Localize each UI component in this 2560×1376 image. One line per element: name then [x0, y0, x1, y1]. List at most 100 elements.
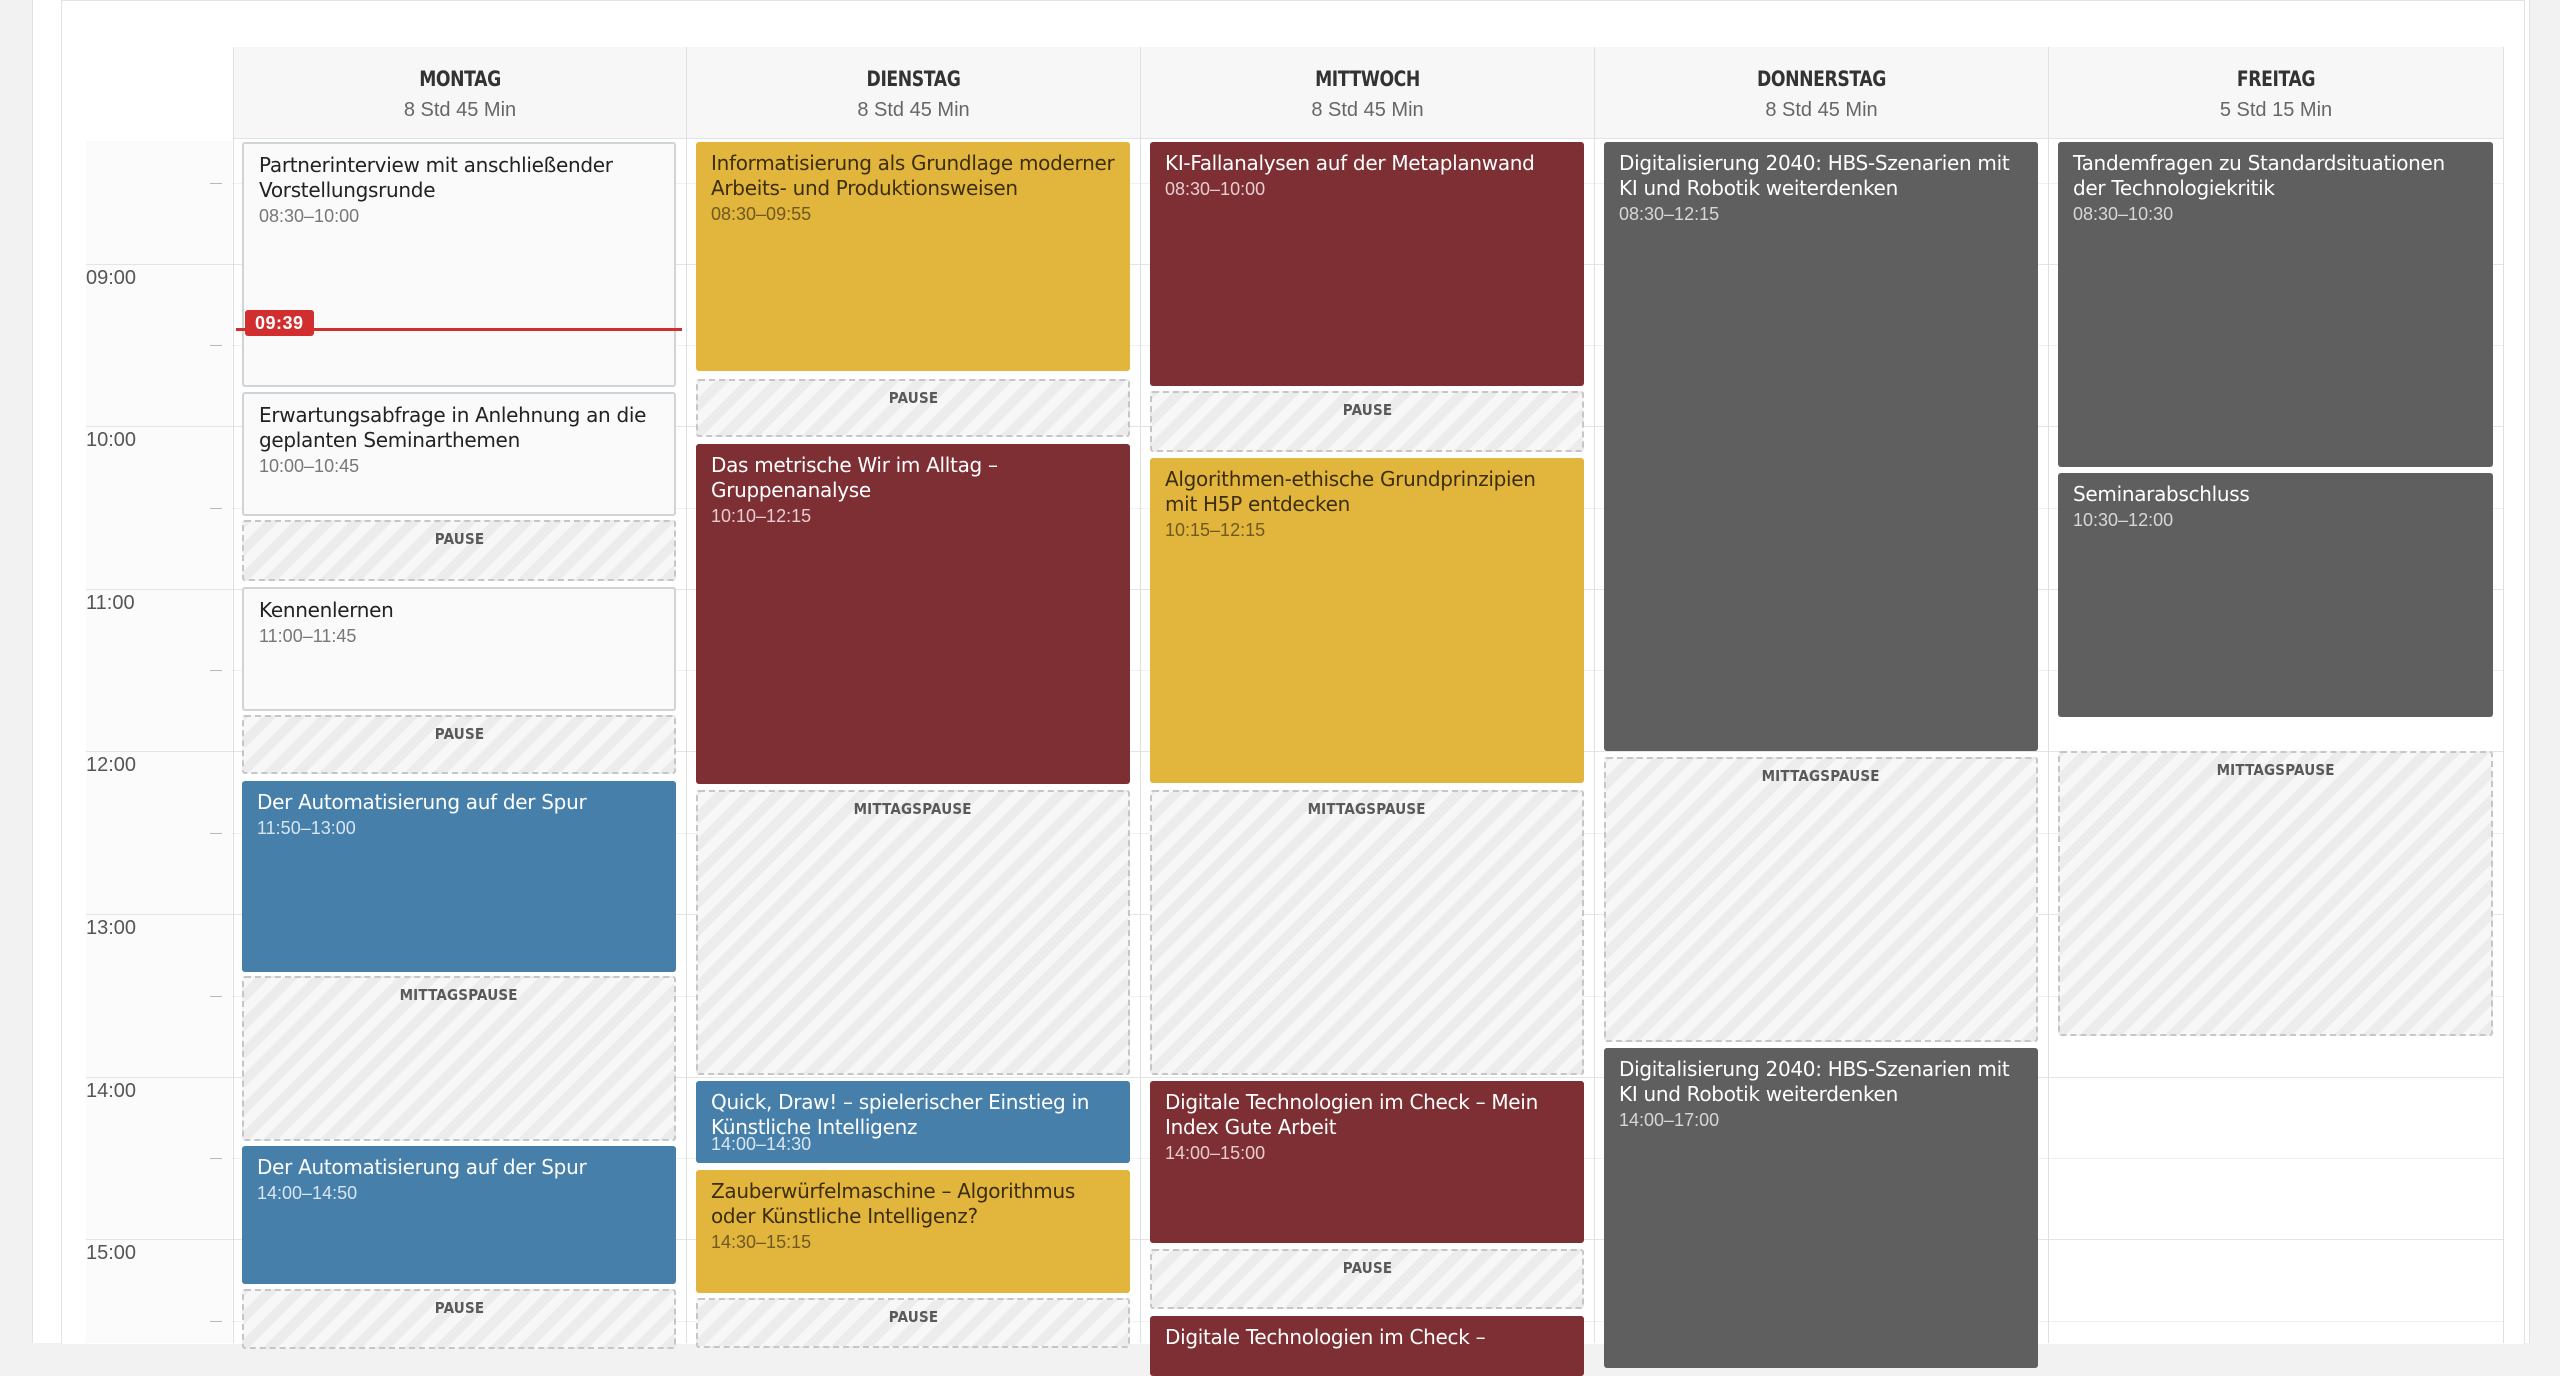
event-zauberwuerfelmaschine[interactable]: Zauberwürfelmaschine – Algorithmus oder … — [696, 1170, 1130, 1293]
time-label-1100: 11:00 — [86, 592, 135, 614]
event-title: Informatisierung als Grundlage moderner … — [711, 151, 1115, 200]
pause-label: PAUSE — [434, 1299, 484, 1317]
time-label-1200: 12:00 — [86, 754, 137, 776]
event-title: KI-Fallanalysen auf der Metaplanwand — [1165, 151, 1535, 175]
lunch-break-label: MITTAGSPAUSE — [1761, 767, 1881, 785]
pause-block: PAUSE — [696, 379, 1130, 437]
event-time: 14:00–15:00 — [1165, 1143, 1266, 1163]
event-kennenlernen[interactable]: Kennenlernen 11:00–11:45 — [242, 587, 676, 711]
day-total-duration: 8 Std 45 Min — [1311, 99, 1424, 121]
day-name: DIENSTAG — [866, 67, 961, 91]
day-header-mittwoch[interactable]: MITTWOCH 8 Std 45 Min — [1141, 47, 1595, 139]
lunch-break-label: MITTAGSPAUSE — [2216, 761, 2335, 779]
pause-label: PAUSE — [434, 725, 484, 743]
event-seminarabschluss[interactable]: Seminarabschluss 10:30–12:00 — [2058, 473, 2493, 717]
lunch-break-block: MITTAGSPAUSE — [696, 790, 1130, 1075]
half-hour-tick — [210, 1158, 222, 1159]
pause-label: PAUSE — [1342, 1259, 1392, 1277]
event-digitalisierung-2040-1[interactable]: Digitalisierung 2040: HBS-Szenarien mit … — [1604, 142, 2038, 751]
event-time: 10:10–12:15 — [711, 506, 812, 526]
half-hour-tick — [210, 345, 222, 346]
day-header-donnerstag[interactable]: DONNERSTAG 8 Std 45 Min — [1595, 47, 2049, 139]
pause-block: PAUSE — [242, 1289, 676, 1349]
day-header-freitag[interactable]: FREITAG 5 Std 15 Min — [2049, 47, 2504, 139]
time-label-1000: 10:00 — [86, 429, 137, 451]
pause-block: PAUSE — [1150, 391, 1584, 452]
event-title: Quick, Draw! – spielerischer Einstieg in… — [711, 1090, 1090, 1139]
current-time-line — [236, 328, 682, 331]
day-name: DONNERSTAG — [1757, 67, 1886, 91]
lunch-break-label: MITTAGSPAUSE — [853, 800, 973, 818]
column-divider — [1594, 47, 1595, 1343]
event-ki-fallanalysen[interactable]: KI-Fallanalysen auf der Metaplanwand 08:… — [1150, 142, 1584, 386]
column-divider — [686, 47, 687, 1343]
day-name: MONTAG — [419, 67, 501, 91]
event-time: 08:30–10:00 — [1165, 179, 1266, 199]
event-time: 10:15–12:15 — [1165, 520, 1266, 540]
event-time: 10:00–10:45 — [259, 456, 360, 476]
half-hour-tick — [210, 670, 222, 671]
day-name: FREITAG — [2236, 67, 2316, 91]
lunch-break-block: MITTAGSPAUSE — [2058, 751, 2493, 1036]
event-title: Digitale Technologien im Check – — [1165, 1325, 1486, 1349]
day-total-duration: 8 Std 45 Min — [403, 99, 517, 121]
event-digitale-technologien-check-1[interactable]: Digitale Technologien im Check – Mein In… — [1150, 1081, 1584, 1243]
day-header-dienstag[interactable]: DIENSTAG 8 Std 45 Min — [687, 47, 1141, 139]
lunch-break-label: MITTAGSPAUSE — [399, 986, 519, 1004]
event-title: Partnerinterview mit anschließender Vors… — [259, 153, 613, 202]
event-automatisierung-spur-2[interactable]: Der Automatisierung auf der Spur 14:00–1… — [242, 1146, 676, 1284]
half-hour-tick — [210, 833, 222, 834]
event-time: 11:00–11:45 — [259, 626, 357, 646]
event-partnerinterview[interactable]: Partnerinterview mit anschließender Vors… — [242, 142, 676, 387]
event-title: Digitalisierung 2040: HBS-Szenarien mit … — [1619, 1057, 2010, 1106]
time-gutter — [86, 141, 232, 1343]
time-label-1400: 14:00 — [86, 1080, 137, 1102]
event-tandemfragen[interactable]: Tandemfragen zu Standardsituationen der … — [2058, 142, 2493, 467]
event-quick-draw[interactable]: Quick, Draw! – spielerischer Einstieg in… — [696, 1081, 1130, 1163]
lunch-break-label: MITTAGSPAUSE — [1307, 800, 1427, 818]
pause-block: PAUSE — [242, 520, 676, 581]
event-time: 10:30–12:00 — [2073, 510, 2174, 530]
event-digitalisierung-2040-2[interactable]: Digitalisierung 2040: HBS-Szenarien mit … — [1604, 1048, 2038, 1368]
half-hour-tick — [210, 1321, 222, 1322]
event-title: Digitalisierung 2040: HBS-Szenarien mit … — [1619, 151, 2010, 200]
column-divider — [2048, 47, 2049, 1343]
event-title: Erwartungsabfrage in Anlehnung an die ge… — [259, 403, 647, 452]
event-informatisierung[interactable]: Informatisierung als Grundlage moderner … — [696, 142, 1130, 371]
event-title: Digitale Technologien im Check – Mein In… — [1165, 1090, 1538, 1139]
column-divider — [233, 47, 234, 1343]
event-erwartungsabfrage[interactable]: Erwartungsabfrage in Anlehnung an die ge… — [242, 392, 676, 516]
pause-label: PAUSE — [434, 530, 484, 548]
lunch-break-block: MITTAGSPAUSE — [242, 976, 676, 1141]
event-time: 14:30–15:15 — [711, 1232, 812, 1252]
event-title: Das metrische Wir im Alltag – Gruppenana… — [711, 453, 998, 502]
event-time: 14:00–17:00 — [1619, 1110, 1720, 1130]
current-time-badge: 09:39 — [245, 310, 314, 336]
time-label-1500: 15:00 — [86, 1242, 137, 1264]
event-title: Zauberwürfelmaschine – Algorithmus oder … — [711, 1179, 1075, 1228]
event-time: 08:30–10:00 — [259, 206, 360, 226]
event-title: Der Automatisierung auf der Spur — [257, 790, 587, 814]
event-time: 08:30–10:30 — [2073, 204, 2174, 224]
hour-line — [86, 1077, 2504, 1078]
event-time: 08:30–09:55 — [711, 204, 812, 224]
pause-label: PAUSE — [888, 389, 938, 407]
event-digitale-technologien-check-2[interactable]: Digitale Technologien im Check – — [1150, 1316, 1584, 1376]
event-automatisierung-spur-1[interactable]: Der Automatisierung auf der Spur 11:50–1… — [242, 781, 676, 972]
event-time: 14:00–14:30 — [711, 1134, 812, 1154]
event-algorithmen-ethische[interactable]: Algorithmen-ethische Grundprinzipien mit… — [1150, 458, 1584, 783]
half-hour-tick — [210, 508, 222, 509]
column-divider — [2503, 47, 2504, 1343]
lunch-break-block: MITTAGSPAUSE — [1604, 757, 2038, 1042]
day-name: MITTWOCH — [1315, 67, 1420, 91]
pause-label: PAUSE — [1342, 401, 1392, 419]
pause-block: PAUSE — [696, 1298, 1130, 1348]
event-metrische-wir[interactable]: Das metrische Wir im Alltag – Gruppenana… — [696, 444, 1130, 784]
day-total-duration: 8 Std 45 Min — [857, 99, 970, 121]
event-title: Seminarabschluss — [2073, 482, 2250, 506]
lunch-break-block: MITTAGSPAUSE — [1150, 790, 1584, 1075]
event-title: Tandemfragen zu Standardsituationen der … — [2073, 151, 2445, 200]
time-label-0900: 09:00 — [86, 267, 137, 289]
day-header-montag[interactable]: MONTAG 8 Std 45 Min — [234, 47, 687, 139]
day-total-duration: 8 Std 45 Min — [1765, 99, 1878, 121]
